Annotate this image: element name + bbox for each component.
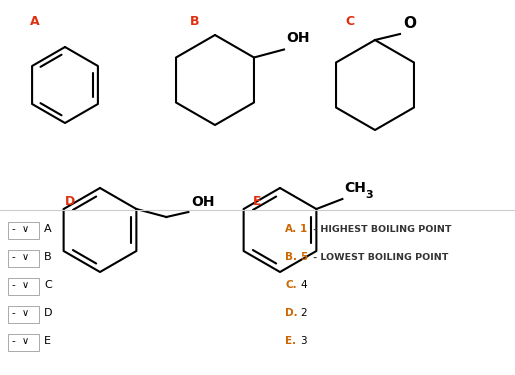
Text: 1: 1 <box>300 224 307 234</box>
Text: OH: OH <box>286 32 310 45</box>
Text: O: O <box>403 16 416 31</box>
Text: E: E <box>44 336 51 346</box>
Text: ∨: ∨ <box>22 280 29 290</box>
Text: - LOWEST BOILING POINT: - LOWEST BOILING POINT <box>310 252 449 261</box>
Text: A: A <box>44 224 52 234</box>
Text: C: C <box>44 280 52 290</box>
Text: D: D <box>65 195 75 208</box>
Text: 5: 5 <box>300 252 307 262</box>
Text: C.: C. <box>285 280 297 290</box>
Text: ∨: ∨ <box>22 224 29 234</box>
FancyBboxPatch shape <box>8 278 39 294</box>
FancyBboxPatch shape <box>8 333 39 351</box>
Text: ∨: ∨ <box>22 308 29 318</box>
Text: 3: 3 <box>300 336 306 346</box>
FancyBboxPatch shape <box>8 306 39 322</box>
Text: D.: D. <box>285 308 298 318</box>
Text: A.: A. <box>285 224 297 234</box>
Text: CH: CH <box>345 181 366 195</box>
FancyBboxPatch shape <box>8 222 39 238</box>
Text: E.: E. <box>285 336 296 346</box>
Text: 3: 3 <box>365 190 373 200</box>
Text: B.: B. <box>285 252 297 262</box>
Text: B: B <box>44 252 52 262</box>
Text: D: D <box>44 308 53 318</box>
Text: B: B <box>190 15 199 28</box>
Text: -: - <box>12 280 16 290</box>
Text: 4: 4 <box>300 280 306 290</box>
Text: A: A <box>30 15 40 28</box>
FancyBboxPatch shape <box>8 249 39 267</box>
Text: ∨: ∨ <box>22 252 29 262</box>
Text: OH: OH <box>192 195 215 209</box>
Text: - HIGHEST BOILING POINT: - HIGHEST BOILING POINT <box>310 225 452 234</box>
Text: C: C <box>345 15 354 28</box>
Text: -: - <box>12 224 16 234</box>
Text: -: - <box>12 308 16 318</box>
Text: 2: 2 <box>300 308 306 318</box>
Text: -: - <box>12 336 16 346</box>
Text: ∨: ∨ <box>22 336 29 346</box>
Text: E: E <box>253 195 262 208</box>
Text: -: - <box>12 252 16 262</box>
